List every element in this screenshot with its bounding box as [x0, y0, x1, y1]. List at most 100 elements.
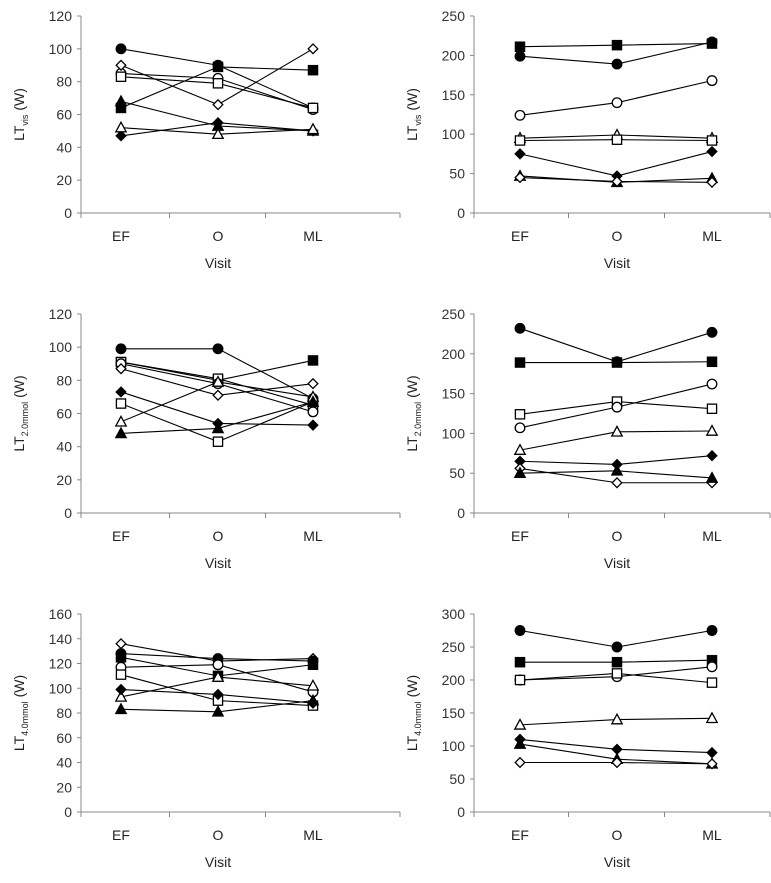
x-tick-label: O — [213, 528, 224, 544]
data-point-filled-diamond — [706, 746, 718, 759]
x-tick-label: EF — [112, 827, 130, 843]
data-point-filled-circle — [115, 343, 127, 355]
y-axis-label-subscript: vis — [20, 114, 30, 125]
data-point-open-circle — [212, 659, 224, 671]
chart-panel-middle-left: 0 20 40 60 80 100 120 EF O ML Visit LT2.0mmol (W) — [11, 306, 401, 571]
x-axis-label: Visit — [604, 854, 630, 870]
data-point-open-circle — [706, 75, 718, 87]
y-axis-label-subscript: vis — [413, 114, 423, 125]
data-point-open-diamond — [514, 171, 526, 184]
y-tick-label: 20 — [56, 779, 72, 795]
data-point-open-diamond — [307, 377, 319, 390]
y-tick-label: 120 — [49, 8, 73, 24]
data-point-open-circle — [611, 401, 623, 413]
x-axis-label: Visit — [205, 255, 231, 271]
data-point-filled-square — [611, 39, 623, 51]
chart-panel-top-left: 0 20 40 60 80 100 120 EF O ML Visit LTvis (W) — [11, 8, 401, 271]
data-point-open-triangle — [705, 711, 719, 724]
data-point-filled-circle — [212, 343, 224, 355]
y-tick-label: 100 — [49, 680, 73, 696]
data-point-open-triangle — [211, 375, 225, 387]
y-tick-label: 0 — [457, 205, 465, 221]
data-point-filled-square — [212, 61, 224, 73]
data-point-open-triangle — [114, 690, 128, 702]
y-tick-label: 80 — [56, 705, 72, 721]
y-axis-label-unit: (W) — [404, 375, 420, 401]
x-axis-label: Visit — [205, 854, 231, 870]
data-point-filled-square — [307, 64, 319, 76]
data-point-open-triangle — [610, 712, 624, 725]
data-point-filled-triangle — [306, 395, 320, 407]
y-axis-label: LT4.0mmol (W) — [404, 675, 423, 751]
chart-panel-bottom-left: 0 20 40 60 80 100 120 140 160 EF O ML Visit LT4.0mmol… — [11, 606, 401, 870]
data-point-filled-circle — [611, 58, 623, 70]
y-axis-label-subscript: 2.0mmol — [413, 402, 423, 437]
data-point-open-square — [706, 403, 718, 414]
y-axis-label: LT2.0mmol (W) — [404, 375, 423, 451]
data-point-open-circle — [514, 109, 526, 121]
data-point-filled-circle — [514, 50, 526, 62]
y-axis-label-unit: (W) — [404, 675, 420, 701]
x-tick-label: EF — [511, 528, 529, 544]
data-point-filled-triangle — [114, 94, 128, 107]
y-axis-label: LTvis (W) — [404, 88, 423, 141]
data-point-open-triangle — [705, 424, 719, 436]
x-tick-label: ML — [702, 228, 722, 244]
y-tick-label: 40 — [56, 755, 72, 771]
y-tick-label: 40 — [56, 439, 72, 455]
data-point-filled-diamond — [212, 688, 224, 701]
y-axis-label-subscript: 4.0mmol — [413, 701, 423, 736]
y-tick-label: 50 — [449, 771, 465, 787]
chart-panel-middle-right: 0 50 100 150 200 250 EF O ML Visit LT2.0mmol (W) — [404, 306, 771, 571]
data-point-open-diamond — [307, 43, 319, 55]
y-tick-label: 0 — [457, 505, 465, 521]
y-tick-label: 100 — [442, 425, 466, 441]
y-axis-label-unit: (W) — [404, 88, 420, 114]
data-point-filled-square — [706, 356, 718, 368]
y-tick-label: 60 — [56, 730, 72, 746]
data-point-filled-square — [514, 656, 526, 668]
x-tick-label: EF — [511, 827, 529, 843]
y-axis-label-main: LT — [404, 735, 420, 751]
x-tick-label: ML — [702, 528, 722, 544]
y-tick-label: 140 — [49, 631, 73, 647]
data-point-open-square-2 — [212, 436, 224, 447]
y-axis-label-unit: (W) — [11, 88, 27, 114]
y-tick-label: 200 — [442, 47, 466, 63]
data-point-open-diamond — [611, 756, 623, 769]
y-tick-label: 50 — [449, 166, 465, 182]
data-point-open-square — [307, 102, 319, 114]
y-axis-label-main: LT — [404, 125, 420, 141]
data-point-open-square — [115, 71, 127, 82]
data-point-open-square-2 — [115, 398, 127, 409]
y-tick-label: 0 — [64, 505, 72, 521]
data-point-open-diamond — [115, 363, 127, 375]
data-point-filled-square — [514, 357, 526, 368]
data-point-open-square — [212, 78, 224, 89]
data-point-filled-square — [115, 652, 127, 663]
x-tick-label: O — [213, 228, 224, 244]
x-tick-label: O — [612, 228, 623, 244]
y-tick-label: 250 — [442, 639, 466, 655]
y-tick-label: 250 — [442, 8, 466, 24]
data-point-open-diamond — [115, 637, 127, 650]
data-point-open-square — [706, 677, 718, 688]
x-tick-label: ML — [303, 827, 323, 843]
x-axis-label: Visit — [604, 255, 630, 271]
data-point-open-diamond — [212, 98, 224, 111]
data-point-open-diamond — [611, 477, 623, 489]
data-point-open-circle — [514, 422, 526, 434]
data-point-filled-diamond — [514, 148, 526, 160]
y-tick-label: 100 — [442, 738, 466, 754]
y-tick-label: 100 — [49, 339, 73, 355]
data-point-open-triangle — [306, 122, 320, 135]
y-axis-label-subscript: 4.0mmol — [20, 701, 30, 736]
data-point-open-diamond — [115, 59, 127, 71]
data-point-open-square — [115, 669, 127, 680]
data-point-filled-triangle — [211, 421, 225, 434]
data-point-filled-triangle — [114, 702, 128, 715]
data-point-filled-triangle — [513, 737, 527, 749]
data-point-open-triangle — [610, 425, 624, 437]
data-point-open-diamond — [706, 176, 718, 188]
y-tick-label: 150 — [442, 87, 466, 103]
